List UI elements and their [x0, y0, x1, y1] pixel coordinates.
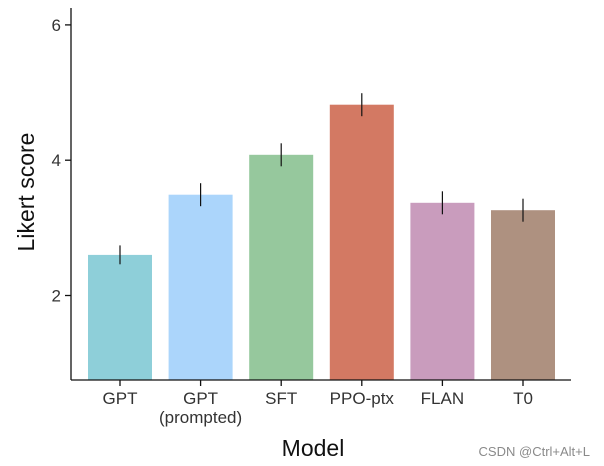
y-ticks-group: 2 4 6 — [52, 16, 71, 306]
watermark-text: CSDN @Ctrl+Alt+L — [478, 444, 590, 459]
y-tick-label: 4 — [52, 151, 61, 170]
y-axis-title: Likert score — [13, 133, 39, 252]
bars-group — [88, 104, 555, 380]
bar-gpt — [88, 254, 152, 380]
x-ticks-group: GPT GPT (prompted) SFT PPO-ptx FLAN T0 — [103, 380, 533, 427]
x-tick-label: T0 — [513, 389, 533, 408]
x-tick-label: PPO-ptx — [330, 389, 395, 408]
x-tick-label: FLAN — [421, 389, 464, 408]
x-tick-label: GPT — [103, 389, 138, 408]
bar-ppo-ptx — [329, 104, 394, 380]
bar-gpt-prompted — [168, 194, 233, 380]
x-tick-label: GPT (prompted) — [159, 389, 242, 427]
bar-t0 — [491, 210, 555, 380]
y-tick-label: 2 — [52, 287, 61, 306]
error-bars-group — [119, 93, 524, 265]
bar-sft — [249, 154, 314, 380]
y-tick-label: 6 — [52, 16, 61, 35]
bar-flan — [410, 202, 475, 380]
x-tick-label: SFT — [265, 389, 297, 408]
x-axis-title: Model — [282, 435, 345, 461]
